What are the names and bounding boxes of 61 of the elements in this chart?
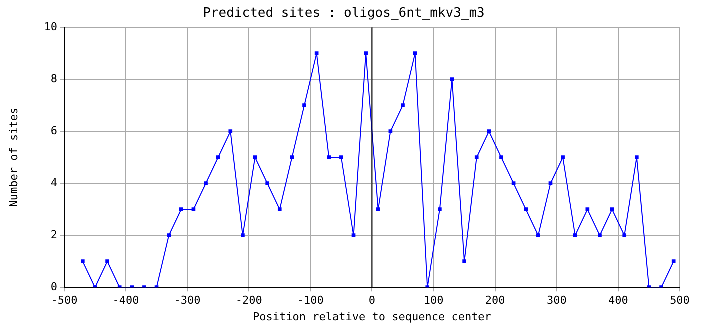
point [314,52,319,56]
point [204,182,208,186]
x-tick-label: -500 [51,294,78,308]
point [167,234,172,238]
point [302,104,306,108]
point [487,130,492,134]
y-tick-label: 6 [50,124,58,138]
point [634,156,639,160]
point [462,260,466,264]
point [179,208,184,212]
point [364,52,368,56]
point [81,260,85,264]
x-tick-label: 200 [485,294,506,308]
point [266,182,270,186]
y-tick-label: 8 [50,72,58,86]
point [216,156,220,160]
point [253,156,258,160]
point [524,208,528,212]
y-axis-title: Number of sites [7,108,20,208]
x-tick-label: -300 [174,294,201,308]
point [586,208,590,212]
y-tick-label: 0 [50,280,58,294]
point [388,130,393,134]
point [622,234,627,238]
point [672,260,676,264]
chart-title: Predicted sites : oligos_6nt_mkv3_m3 [203,6,485,22]
point [573,234,578,238]
x-tick-label: -100 [297,294,324,308]
point [512,182,516,186]
point [500,156,504,160]
point [241,234,245,238]
x-tick-label: 100 [424,294,444,308]
x-axis-title: Position relative to sequence center [253,310,492,324]
point [474,156,479,160]
point [278,208,282,212]
point [290,156,294,160]
y-tick-label: 4 [50,176,58,190]
x-tick-label: -400 [112,294,140,308]
y-tick-label: 10 [44,20,58,34]
point [401,104,405,108]
point [327,156,332,160]
point [438,208,442,212]
point [106,260,110,264]
x-tick-label: -200 [236,294,262,308]
point [548,182,553,186]
point [598,234,602,238]
point [376,208,380,212]
point [228,130,233,134]
x-tick-label: 500 [670,294,690,308]
point [413,52,418,56]
point [450,78,454,82]
x-tick-label: 400 [608,294,628,308]
point [561,156,565,160]
x-tick-label: 300 [546,294,567,308]
y-tick-label: 2 [50,228,58,242]
x-tick-label: 0 [368,294,376,308]
point [536,234,540,238]
point [610,208,614,212]
point [192,208,196,212]
point [352,234,356,238]
point [340,156,344,160]
